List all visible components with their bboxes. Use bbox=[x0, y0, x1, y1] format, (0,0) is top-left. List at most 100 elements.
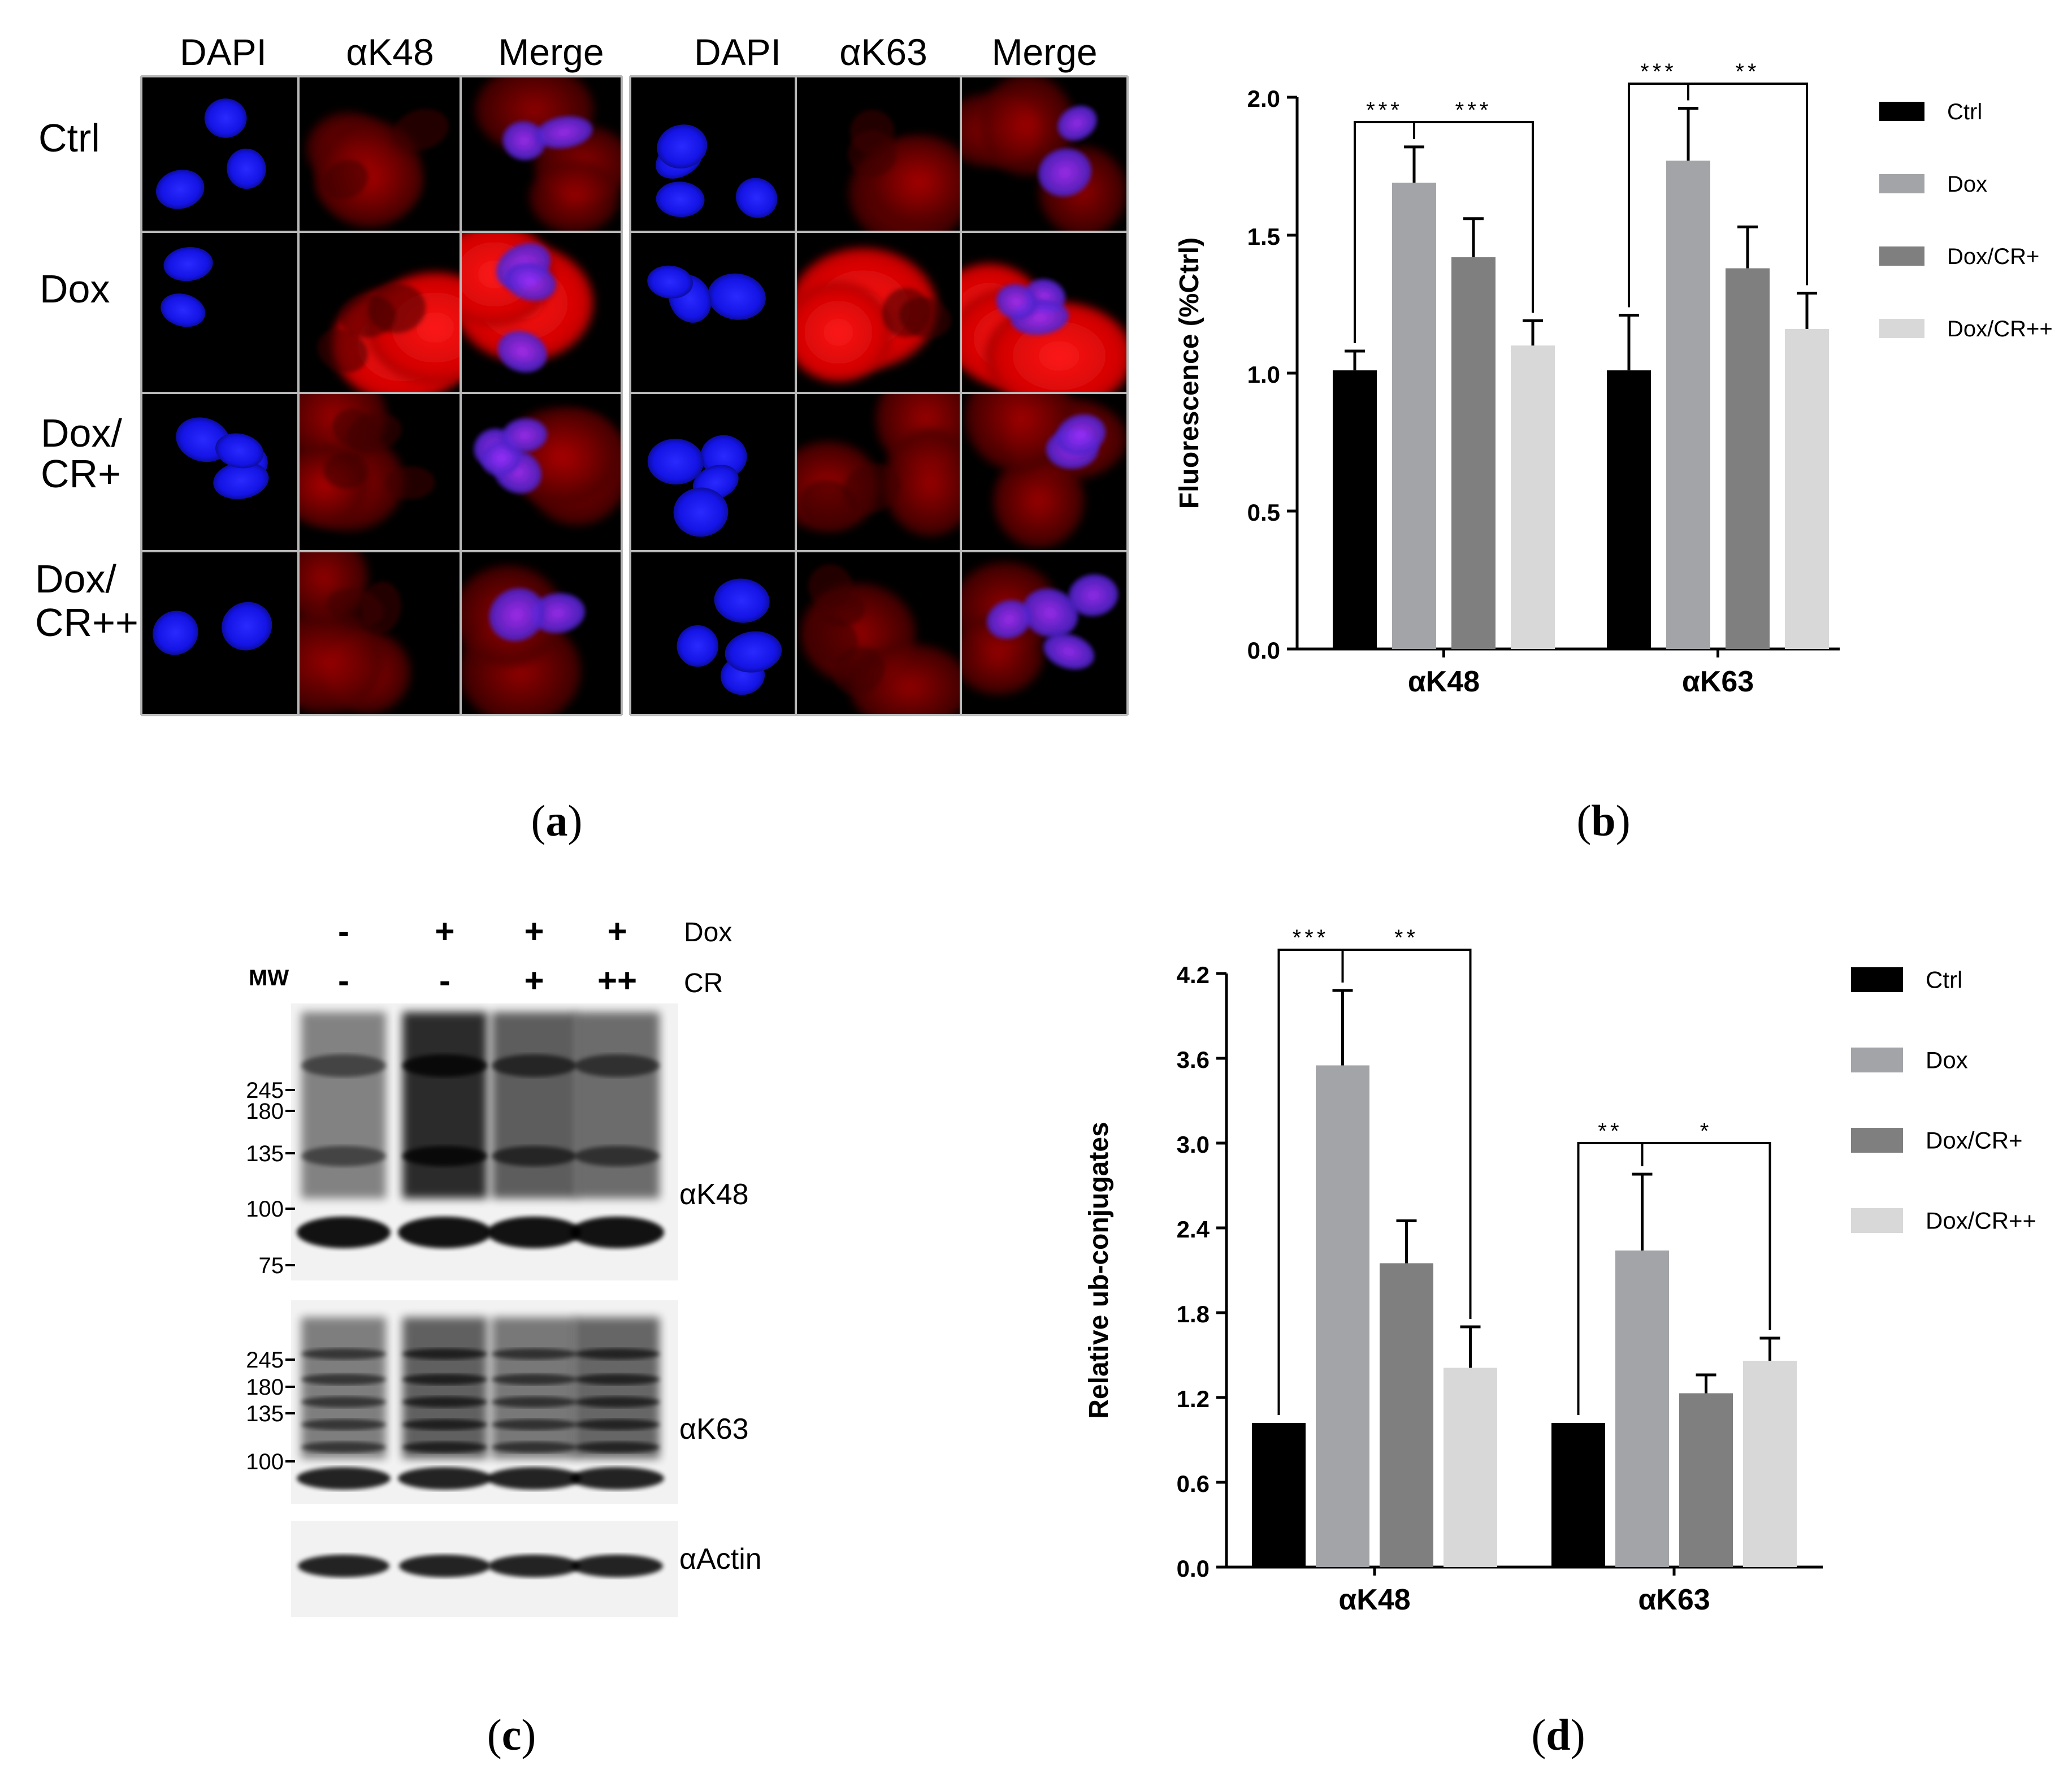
k48-band-245-1 bbox=[402, 1054, 487, 1077]
k63-band-3-2 bbox=[575, 1396, 660, 1408]
k48-band-100-0 bbox=[297, 1217, 391, 1248]
k63-band-2-1 bbox=[492, 1374, 576, 1385]
tile-left-r3-c2-content bbox=[461, 565, 585, 715]
d-ytick-label-7: 4.2 bbox=[1177, 962, 1210, 988]
tile-left-r0-c0-nucleus-1 bbox=[155, 170, 205, 209]
tile-left-r2-c1-content bbox=[298, 393, 435, 531]
tile-right-r1-c1-content bbox=[796, 247, 951, 383]
k48-band-135-3 bbox=[575, 1146, 660, 1166]
k48-smear-3 bbox=[575, 1012, 660, 1198]
k63-smear-2 bbox=[492, 1317, 576, 1459]
d-y-label: Relative ub-conjugates bbox=[1084, 1122, 1114, 1418]
dox-sign-2: + bbox=[524, 912, 544, 950]
b-sig-bracket-3 bbox=[1687, 83, 1808, 285]
tile-right-r0-c0-content bbox=[656, 124, 778, 218]
k48-band-135-2 bbox=[492, 1146, 576, 1166]
tile-left-r0-c1-cell-2 bbox=[317, 119, 423, 228]
b-legend-swatch-0 bbox=[1879, 102, 1924, 121]
d-ytick-label-0: 0.0 bbox=[1177, 1555, 1210, 1582]
k48-band-245-0 bbox=[301, 1054, 386, 1077]
tile-right-r3-c0-nucleus-1 bbox=[725, 631, 782, 673]
header-left-2: Merge bbox=[498, 31, 604, 73]
k63-band-2-0 bbox=[492, 1348, 576, 1360]
k63-smear-1 bbox=[402, 1317, 487, 1459]
d-legend-swatch-0 bbox=[1851, 967, 1903, 992]
b-legend-swatch-1 bbox=[1879, 174, 1924, 193]
tile-right-r3-c1-content bbox=[800, 564, 961, 715]
d-sig-bracket-1 bbox=[1341, 949, 1472, 1319]
d-category-0: αK48 bbox=[1338, 1583, 1410, 1616]
row-label-1: Dox bbox=[40, 267, 110, 311]
header-left-0: DAPI bbox=[180, 31, 267, 73]
cr-sign-2: + bbox=[524, 962, 544, 1000]
tile-right-r0-c0-nucleus-3 bbox=[656, 181, 705, 217]
b-y-label: Fluorescence (%Ctrl) bbox=[1174, 237, 1204, 509]
tile-left-r1-c0-nucleus-0 bbox=[163, 247, 213, 282]
b-legend-label-2: Dox/CR+ bbox=[1947, 244, 2039, 269]
tile-left-r1-c1-content bbox=[317, 271, 461, 393]
b-ytick-label-2: 1.0 bbox=[1247, 361, 1280, 388]
tile-right-r2-c1 bbox=[796, 393, 961, 551]
header-right-0: DAPI bbox=[694, 31, 781, 73]
tile-right-r2-c2 bbox=[961, 393, 1128, 551]
treatment-signs: --+-+++++ bbox=[338, 912, 637, 1000]
k48-smear-0 bbox=[301, 1012, 386, 1198]
header-right-2: Merge bbox=[991, 31, 1097, 73]
k63-band-0-3 bbox=[301, 1419, 386, 1430]
k48-marker-2: 135 bbox=[246, 1141, 284, 1166]
tile-left-r2-c1-nucleus-1 bbox=[332, 409, 377, 450]
tile-right-r3-c2-nucleus-2 bbox=[1068, 574, 1119, 616]
dox-sign-1: + bbox=[435, 912, 454, 950]
tile-right-r2-c2-nucleus-1 bbox=[1056, 414, 1106, 455]
d-bar-0-0 bbox=[1252, 1423, 1306, 1567]
b-bar-0-0 bbox=[1333, 370, 1377, 649]
tile-left-r1-c1 bbox=[298, 232, 461, 393]
tile-left-r3-c0-content bbox=[153, 602, 272, 655]
k63-marker-2: 135 bbox=[246, 1401, 284, 1426]
tile-right-r2-c2-cell-1 bbox=[993, 453, 1085, 548]
tile-left-r1-c2-nucleus-2 bbox=[497, 331, 547, 373]
tile-left-r1-c2-nucleus-1 bbox=[505, 263, 556, 301]
panel-b-caption: (b) bbox=[1576, 796, 1630, 845]
d-legend-swatch-2 bbox=[1851, 1128, 1903, 1153]
k63-band-1-0 bbox=[402, 1348, 487, 1360]
tile-right-r0-c0-nucleus-1 bbox=[735, 178, 778, 218]
k63-band-0-2 bbox=[301, 1396, 386, 1408]
d-ytick-label-1: 0.6 bbox=[1177, 1470, 1210, 1497]
actin-band-2 bbox=[488, 1555, 580, 1577]
row-label-4: Dox/ bbox=[35, 557, 116, 601]
tile-left-r2-c0-nucleus-3 bbox=[215, 433, 264, 469]
tile-left-r1-c0-content bbox=[161, 247, 213, 327]
tile-right-r1-c1 bbox=[796, 232, 961, 393]
tile-left-r2-c0-nucleus-1 bbox=[213, 461, 269, 499]
tile-left-r3-c1-nucleus-1 bbox=[327, 588, 384, 628]
tile-right-r1-c2-nucleus-2 bbox=[996, 284, 1037, 319]
actin-band-0 bbox=[298, 1555, 389, 1577]
tile-left-r2-c0-content bbox=[176, 417, 269, 499]
k48-band-100-2 bbox=[487, 1217, 581, 1248]
k63-smear-3 bbox=[575, 1317, 660, 1459]
tile-left-r3-c2-nucleus-1 bbox=[489, 588, 545, 641]
d-bar-0-1 bbox=[1316, 1065, 1369, 1567]
tile-right-r2-c2-cell-2 bbox=[965, 393, 1073, 471]
tile-right-r3-c2-nucleus-0 bbox=[1022, 589, 1078, 638]
k63-band-3-0 bbox=[575, 1348, 660, 1360]
tile-right-r3-c2-nucleus-1 bbox=[1043, 633, 1094, 669]
b-legend-label-0: Ctrl bbox=[1947, 99, 1982, 124]
b-sig-stars-3: ** bbox=[1735, 59, 1759, 84]
tile-right-r1-c0-nucleus-2 bbox=[647, 265, 693, 299]
b-bar-1-0 bbox=[1607, 370, 1651, 649]
tile-left-r0-c1-content bbox=[306, 109, 449, 228]
k63-band-0-1 bbox=[301, 1374, 386, 1385]
panel-d-bar-chart: 0.0 0.6 1.2 1.8 2.4 3.0 3.6 4.2 Relative ub-conj… bbox=[1084, 925, 2036, 1616]
b-ytick-label-3: 1.5 bbox=[1247, 223, 1280, 250]
tile-right-r1-c1-nucleus-1 bbox=[882, 288, 931, 338]
tile-right-r3-c0-content bbox=[677, 578, 782, 695]
d-ytick-label-3: 1.8 bbox=[1177, 1301, 1210, 1327]
d-sig-stars-0: *** bbox=[1293, 925, 1329, 950]
b-sig-stars-2: *** bbox=[1640, 59, 1677, 84]
k63-band-2-4 bbox=[492, 1442, 576, 1453]
tile-right-r3-c2-cell-1 bbox=[961, 615, 1044, 695]
